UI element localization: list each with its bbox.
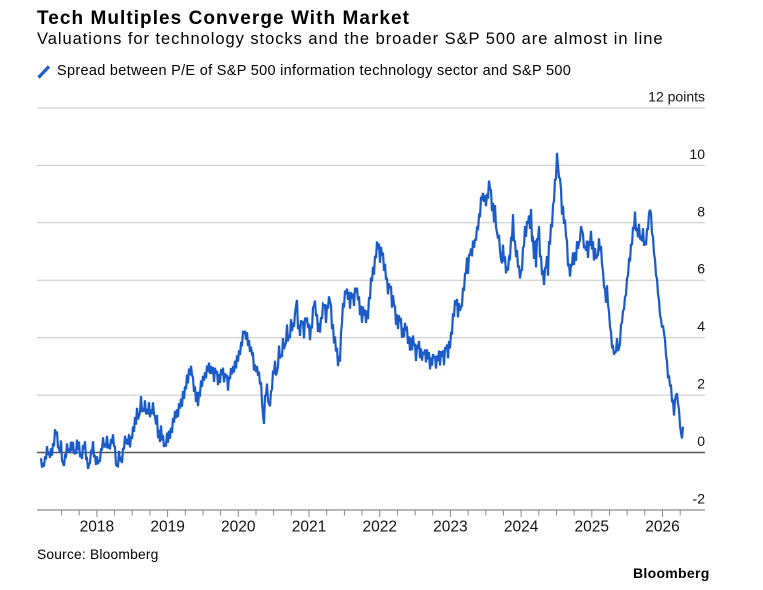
svg-text:2026: 2026 [645,518,679,535]
svg-text:2019: 2019 [150,518,184,535]
svg-text:2022: 2022 [362,518,396,535]
svg-text:2021: 2021 [292,518,326,535]
svg-text:8: 8 [697,203,705,219]
svg-text:6: 6 [697,261,705,277]
svg-text:2025: 2025 [575,518,609,535]
svg-text:-2: -2 [693,491,706,507]
svg-text:2018: 2018 [80,518,114,535]
svg-text:10: 10 [689,146,705,162]
svg-text:2023: 2023 [433,518,467,535]
svg-text:0: 0 [697,433,705,449]
svg-text:2: 2 [697,376,705,392]
svg-text:12 points: 12 points [648,89,705,105]
svg-text:2020: 2020 [221,518,256,535]
svg-text:4: 4 [697,318,705,334]
svg-text:2024: 2024 [504,518,539,535]
